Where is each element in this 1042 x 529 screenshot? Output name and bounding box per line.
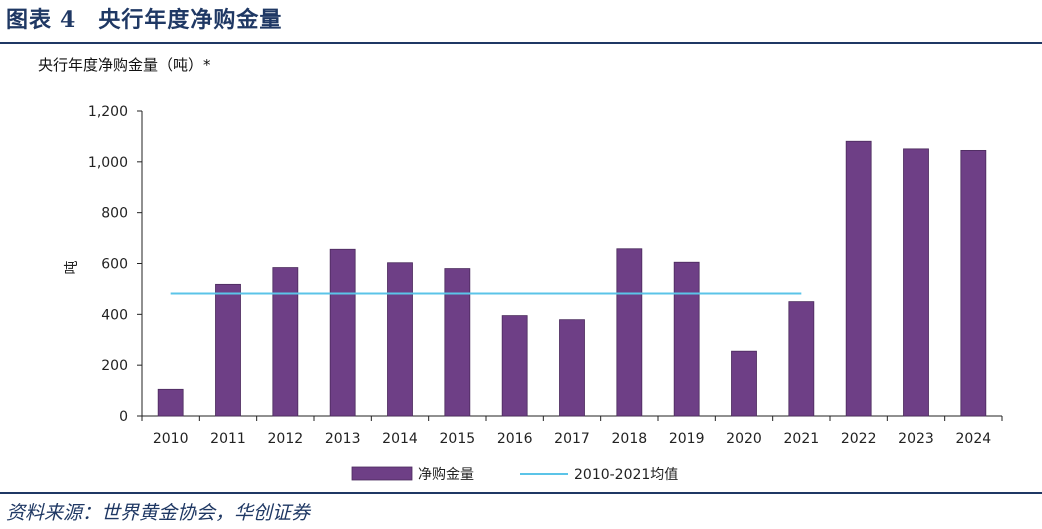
figure-number: 4 [60, 7, 77, 33]
source-note: 资料来源：世界黄金协会，华创证券 [6, 502, 311, 524]
top-rule [0, 42, 1042, 44]
x-tick-label: 2022 [841, 431, 877, 447]
x-tick-label: 2014 [382, 431, 418, 447]
y-tick-label: 1,200 [88, 104, 128, 120]
bar-2020 [731, 350, 757, 417]
bar-2013 [329, 248, 356, 417]
x-tick-label: 2020 [726, 431, 762, 447]
bar-2023 [903, 148, 929, 417]
chart-title: 央行年度净购金量（吨）* [38, 56, 211, 74]
bar-2011 [215, 283, 241, 417]
bar-2018 [616, 248, 643, 417]
bar-2012 [272, 267, 299, 417]
x-tick-label: 2023 [898, 431, 934, 447]
bar-2024 [960, 149, 987, 417]
y-tick-label: 600 [101, 257, 128, 273]
bar-2010 [157, 388, 184, 417]
x-tick-label: 2021 [784, 431, 820, 447]
bottom-rule [0, 492, 1042, 494]
figure-label: 图表 [6, 7, 53, 33]
chart-legend: 净购金量 2010-2021均值 [351, 466, 678, 483]
x-tick-label: 2024 [956, 431, 992, 447]
x-tick-label: 2018 [612, 431, 648, 447]
x-tick-label: 2013 [325, 431, 361, 447]
x-tick-label: 2015 [440, 431, 476, 447]
chart-bars [157, 140, 987, 417]
x-tick-label: 2019 [669, 431, 705, 447]
x-tick-label: 2012 [268, 431, 304, 447]
y-tick-label: 0 [119, 409, 128, 425]
figure-title: 图表 4 央行年度净购金量 [6, 2, 282, 34]
y-tick-label: 200 [101, 358, 128, 374]
bar-2021 [788, 301, 815, 417]
x-tick-label: 2010 [153, 431, 189, 447]
bar-2019 [673, 261, 700, 417]
y-axis-label: 吨 [64, 261, 80, 275]
legend-swatch-bars [351, 466, 413, 481]
y-tick-label: 1,000 [88, 155, 128, 171]
bar-2017 [559, 319, 585, 417]
legend-label-line: 2010-2021均值 [574, 467, 678, 483]
legend-label-bars: 净购金量 [418, 467, 474, 483]
figure-title-text: 央行年度净购金量 [98, 7, 283, 33]
x-tick-label: 2016 [497, 431, 533, 447]
bar-2016 [501, 315, 528, 417]
y-tick-label: 800 [101, 206, 128, 222]
bar-2022 [845, 140, 872, 417]
bar-2014 [387, 262, 413, 417]
y-tick-label: 400 [101, 307, 128, 323]
x-tick-label: 2017 [554, 431, 590, 447]
bar-2015 [444, 268, 471, 417]
x-tick-label: 2011 [210, 431, 246, 447]
